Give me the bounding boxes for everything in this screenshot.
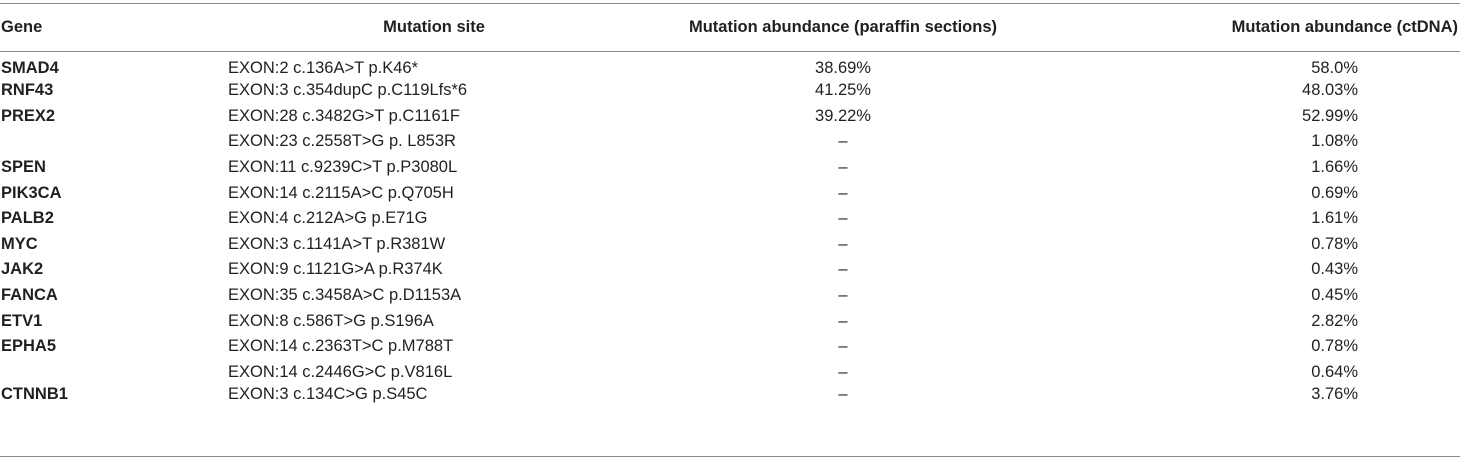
mutation-site-cell: EXON:3 c.354dupC p.C119Lfs*6 [228,81,468,100]
gene-cell: PREX2 [1,106,56,125]
mutation-site-cell: EXON:11 c.9239C>T p.P3080L [228,158,458,177]
abundance-paraffin-cell: – [838,209,848,228]
mutation-site-cell: EXON:14 c.2115A>C p.Q705H [228,183,454,202]
abundance-ctdna-cell: 1.66% [1311,158,1358,177]
abundance-paraffin-cell: 38.69% [815,59,871,77]
abundance-paraffin-cell: – [838,286,848,305]
header-abundance-paraffin: Mutation abundance (paraffin sections) [644,3,1042,52]
abundance-paraffin-cell: – [838,260,848,279]
abundance-ctdna-cell: 52.99% [1302,106,1358,125]
mutation-site-cell: EXON:9 c.1121G>A p.R374K [228,260,443,279]
table-row: MYC EXON:3 c.1141A>T p.R381W – 0.78% [0,232,1460,258]
gene-cell: ETV1 [1,311,43,330]
table-row: PREX2 EXON:28 c.3482G>T p.C1161F 39.22% 52.… [0,104,1460,130]
gene-cell: JAK2 [1,260,44,279]
mutation-site-cell: EXON:14 c.2363T>C p.M788T [228,337,454,356]
abundance-ctdna-cell: 48.03% [1302,81,1358,100]
mutation-site-cell: EXON:28 c.3482G>T p.C1161F [228,106,460,125]
table-bottom-rule [0,456,1460,457]
table-header: Gene Mutation site Mutation abundance (p… [0,3,1460,52]
gene-cell: RNF43 [1,81,54,100]
gene-cell: PIK3CA [1,183,62,202]
gene-cell [0,360,224,386]
gene-cell: CTNNB1 [1,385,68,404]
mutation-site-cell: EXON:8 c.586T>G p.S196A [228,311,434,330]
mutation-site-cell: EXON:14 c.2446G>C p.V816L [228,362,453,381]
abundance-paraffin-cell: – [838,362,848,381]
gene-cell: FANCA [1,286,58,305]
table-row: ETV1 EXON:8 c.586T>G p.S196A – 2.82% [0,308,1460,334]
header-mutation-site: Mutation site [224,3,644,52]
gene-cell: SMAD4 [1,59,59,77]
abundance-ctdna-cell: 58.0% [1311,59,1358,77]
mutation-site-cell: EXON:35 c.3458A>C p.D1153A [228,286,462,305]
table-row: EXON:14 c.2446G>C p.V816L – 0.64% [0,360,1460,386]
table-row: CTNNB1 EXON:3 c.134C>G p.S45C – 3.76% [0,385,1460,411]
abundance-ctdna-cell: 1.08% [1311,132,1358,151]
abundance-ctdna-cell: 2.82% [1311,311,1358,330]
header-row: Gene Mutation site Mutation abundance (p… [0,3,1460,52]
table-row: SPEN EXON:11 c.9239C>T p.P3080L – 1.66% [0,155,1460,181]
table-row: EPHA5 EXON:14 c.2363T>C p.M788T – 0.78% [0,334,1460,360]
abundance-ctdna-cell: 0.78% [1311,337,1358,356]
mutation-site-cell: EXON:3 c.134C>G p.S45C [228,385,428,404]
abundance-paraffin-cell: 41.25% [815,81,871,100]
gene-cell: PALB2 [1,209,54,228]
mutation-site-cell: EXON:4 c.212A>G p.E71G [228,209,428,228]
abundance-paraffin-cell: – [838,183,848,202]
abundance-paraffin-cell: – [838,158,848,177]
header-gene: Gene [0,3,224,52]
abundance-ctdna-cell: 0.69% [1311,183,1358,202]
abundance-paraffin-cell: – [838,311,848,330]
mutation-site-cell: EXON:2 c.136A>T p.K46* [228,59,419,77]
table-row: PALB2 EXON:4 c.212A>G p.E71G – 1.61% [0,206,1460,232]
table-row: EXON:23 c.2558T>G p. L853R – 1.08% [0,129,1460,155]
abundance-ctdna-cell: 3.76% [1311,385,1358,404]
header-abundance-ctdna: Mutation abundance (ctDNA) [1042,3,1460,52]
gene-cell: MYC [1,234,38,253]
table-row: SMAD4 EXON:2 c.136A>T p.K46* 38.69% 58.0% [0,52,1460,79]
abundance-ctdna-cell: 0.64% [1311,362,1358,381]
abundance-ctdna-cell: 0.43% [1311,260,1358,279]
abundance-paraffin-cell: – [838,132,848,151]
table-row: JAK2 EXON:9 c.1121G>A p.R374K – 0.43% [0,257,1460,283]
mutation-table: Gene Mutation site Mutation abundance (p… [0,3,1460,411]
abundance-paraffin-cell: 39.22% [815,106,871,125]
mutation-site-cell: EXON:3 c.1141A>T p.R381W [228,234,446,253]
table-row: RNF43 EXON:3 c.354dupC p.C119Lfs*6 41.25% 4… [0,78,1460,104]
abundance-ctdna-cell: 0.45% [1311,286,1358,305]
gene-cell: SPEN [1,158,46,177]
abundance-ctdna-cell: 0.78% [1311,234,1358,253]
gene-cell [0,129,224,155]
gene-cell: EPHA5 [1,337,57,356]
abundance-paraffin-cell: – [838,385,848,404]
mutation-site-cell: EXON:23 c.2558T>G p. L853R [228,132,456,151]
table-row: PIK3CA EXON:14 c.2115A>C p.Q705H – 0.69% [0,180,1460,206]
abundance-paraffin-cell: – [838,234,848,253]
table-row: FANCA EXON:35 c.3458A>C p.D1153A – 0.45% [0,283,1460,309]
abundance-paraffin-cell: – [838,337,848,356]
abundance-ctdna-cell: 1.61% [1311,209,1358,228]
table-body: SMAD4 EXON:2 c.136A>T p.K46* 38.69% 58.0% RN… [0,52,1460,411]
